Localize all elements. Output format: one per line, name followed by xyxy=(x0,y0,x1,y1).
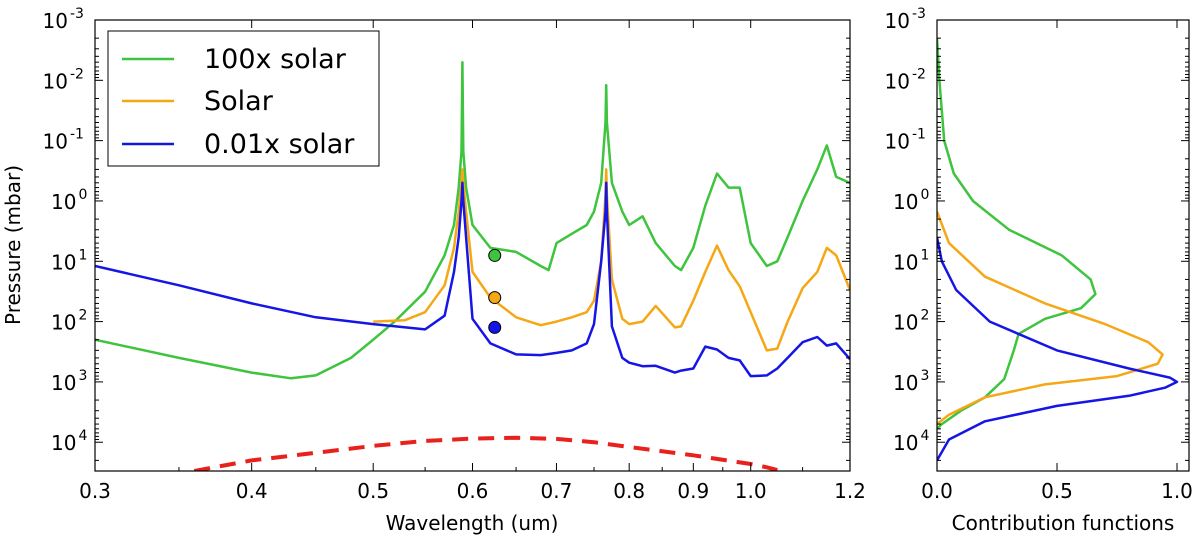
spectrum-y-tick-exponent: 3 xyxy=(79,368,88,384)
spectrum-x-axis-label: Wavelength (um) xyxy=(386,511,559,535)
spectrum-x-tick-label: 0.6 xyxy=(457,479,489,503)
spectrum-y-tick-base: 10 xyxy=(51,371,76,395)
contribution-y-tick-base: 10 xyxy=(885,69,910,93)
legend-label-100x-solar: 100x solar xyxy=(204,44,347,75)
spectrum-y-tick-base: 10 xyxy=(43,69,68,93)
contribution-x-ticks: 0.0 0.5 1.0 xyxy=(921,20,1193,503)
spectrum-y-tick-base: 10 xyxy=(51,311,76,335)
contribution-y-tick-base: 10 xyxy=(893,311,918,335)
spectrum-y-tick-base: 10 xyxy=(51,250,76,274)
spectrum-y-tick-exponent: 1 xyxy=(79,247,88,263)
spectrum-x-tick-label: 0.9 xyxy=(677,479,709,503)
legend: 100x solar Solar 0.01x solar xyxy=(107,30,380,167)
spectrum-y-axis-label: Pressure (mbar) xyxy=(1,165,25,325)
spectrum-x-tick-label: 1.2 xyxy=(834,479,866,503)
contribution-y-tick-exponent: -3 xyxy=(912,6,926,22)
contribution-y-tick-base: 10 xyxy=(893,371,918,395)
spectrum-x-tick-label: 0.5 xyxy=(357,479,389,503)
contribution-y-tick-base: 10 xyxy=(885,9,910,33)
contribution-line-solar xyxy=(937,211,1164,426)
spectrum-y-tick-base: 10 xyxy=(51,190,76,214)
spectrum-y-tick-exponent: 2 xyxy=(79,308,88,324)
spectrum-line-0.01x-solar xyxy=(95,181,850,378)
contribution-y-tick-exponent: 4 xyxy=(921,428,930,444)
pressure-marker-2 xyxy=(488,320,502,334)
spectrum-y-tick-exponent: 4 xyxy=(79,428,88,444)
contribution-y-tick-exponent: 0 xyxy=(921,187,930,203)
contribution-x-axis-label: Contribution functions xyxy=(952,511,1175,535)
contribution-y-tick-exponent: 1 xyxy=(921,247,930,263)
spectrum-x-tick-label: 0.4 xyxy=(236,479,268,503)
contribution-y-tick-exponent: -1 xyxy=(912,127,926,143)
pressure-marker-1 xyxy=(488,291,502,305)
legend-label-solar: Solar xyxy=(204,86,274,117)
spectrum-y-tick-exponent: -3 xyxy=(70,6,84,22)
spectrum-x-ticks: 0.3 0.4 0.5 0.6 0.7 0.8 0.9 1.0 1.2 xyxy=(79,20,866,503)
spectrum-y-tick-base: 10 xyxy=(51,431,76,455)
spectrum-y-tick-exponent: -2 xyxy=(70,66,84,82)
pressure-markers xyxy=(488,248,502,334)
spectrum-y-tick-base: 10 xyxy=(43,9,68,33)
spectrum-panel: 0.3 0.4 0.5 0.6 0.7 0.8 0.9 1.0 1.2 10-310-210-1… xyxy=(1,6,866,535)
contribution-y-tick-base: 10 xyxy=(885,130,910,154)
contribution-x-tick-label: 0.5 xyxy=(1041,479,1073,503)
spectrum-x-tick-label: 1.0 xyxy=(735,479,767,503)
contribution-x-tick-label: 1.0 xyxy=(1161,479,1193,503)
contribution-y-tick-base: 10 xyxy=(893,250,918,274)
contribution-y-tick-base: 10 xyxy=(893,190,918,214)
spectrum-lines xyxy=(95,60,850,471)
spectrum-y-tick-exponent: 0 xyxy=(79,187,88,203)
pressure-marker-0 xyxy=(488,248,502,262)
spectrum-x-tick-label: 0.3 xyxy=(79,479,111,503)
contribution-y-tick-exponent: 2 xyxy=(921,308,930,324)
contribution-x-tick-label: 0.0 xyxy=(921,479,953,503)
spectrum-x-tick-label: 0.7 xyxy=(541,479,573,503)
spectrum-line-dashed-reference xyxy=(193,435,778,471)
contribution-lines xyxy=(937,38,1179,462)
contribution-y-tick-exponent: 3 xyxy=(921,368,930,384)
contribution-plot-frame xyxy=(936,19,1190,472)
spectrum-y-tick-base: 10 xyxy=(43,130,68,154)
legend-label-0.01x-solar: 0.01x solar xyxy=(204,129,355,160)
spectrum-x-tick-label: 0.8 xyxy=(613,479,645,503)
contribution-y-tick-exponent: -2 xyxy=(912,66,926,82)
spectrum-line-100x-solar xyxy=(95,60,850,380)
contribution-y-tick-base: 10 xyxy=(893,431,918,455)
contribution-line-0.01x-solar xyxy=(937,237,1179,462)
spectrum-y-tick-exponent: -1 xyxy=(70,127,84,143)
